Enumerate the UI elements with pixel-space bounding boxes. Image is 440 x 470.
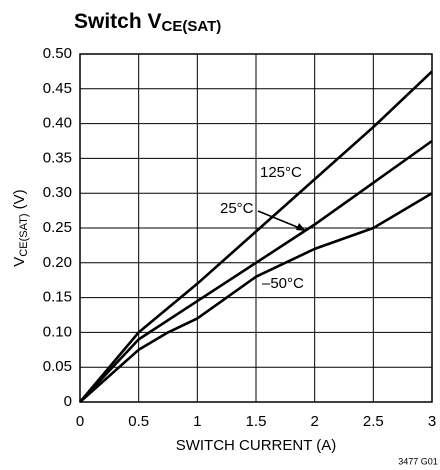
series-label: 25°C xyxy=(220,200,254,217)
y-tick-label: 0.20 xyxy=(43,254,72,271)
y-tick-label: 0.05 xyxy=(43,358,72,375)
x-tick-label: 2 xyxy=(310,413,318,430)
x-tick-label: 1 xyxy=(193,413,201,430)
y-tick-label: 0.25 xyxy=(43,219,72,236)
y-tick-label: 0.30 xyxy=(43,184,72,201)
series-line xyxy=(79,192,433,403)
x-axis-label: SWITCH CURRENT (A) xyxy=(176,437,337,454)
y-tick-label: 0.50 xyxy=(43,45,72,62)
y-tick-label: 0.40 xyxy=(43,115,72,132)
y-tick-label: 0.35 xyxy=(43,149,72,166)
plot-frame xyxy=(79,53,433,403)
x-tick-label: 2.5 xyxy=(363,413,384,430)
series-line xyxy=(79,70,433,403)
series-line xyxy=(79,139,433,403)
y-axis-label: VCE(SAT) (V) xyxy=(11,189,30,266)
y-tick-label: 0.10 xyxy=(43,323,72,340)
y-tick-label: 0.15 xyxy=(43,289,72,306)
x-tick-label: 1.5 xyxy=(246,413,267,430)
series-label: –50°C xyxy=(262,275,304,292)
y-tick-label: 0 xyxy=(64,393,72,410)
arrow-head xyxy=(296,223,306,231)
x-tick-label: 0 xyxy=(76,413,84,430)
series-label: 125°C xyxy=(260,164,302,181)
x-tick-label: 3 xyxy=(428,413,436,430)
y-tick-label: 0.45 xyxy=(43,80,72,97)
chart-title: Switch VCE(SAT) xyxy=(74,10,221,35)
footnote: 3477 G01 xyxy=(398,456,438,466)
annotation-arrow xyxy=(257,210,303,230)
x-tick-label: 0.5 xyxy=(128,413,149,430)
